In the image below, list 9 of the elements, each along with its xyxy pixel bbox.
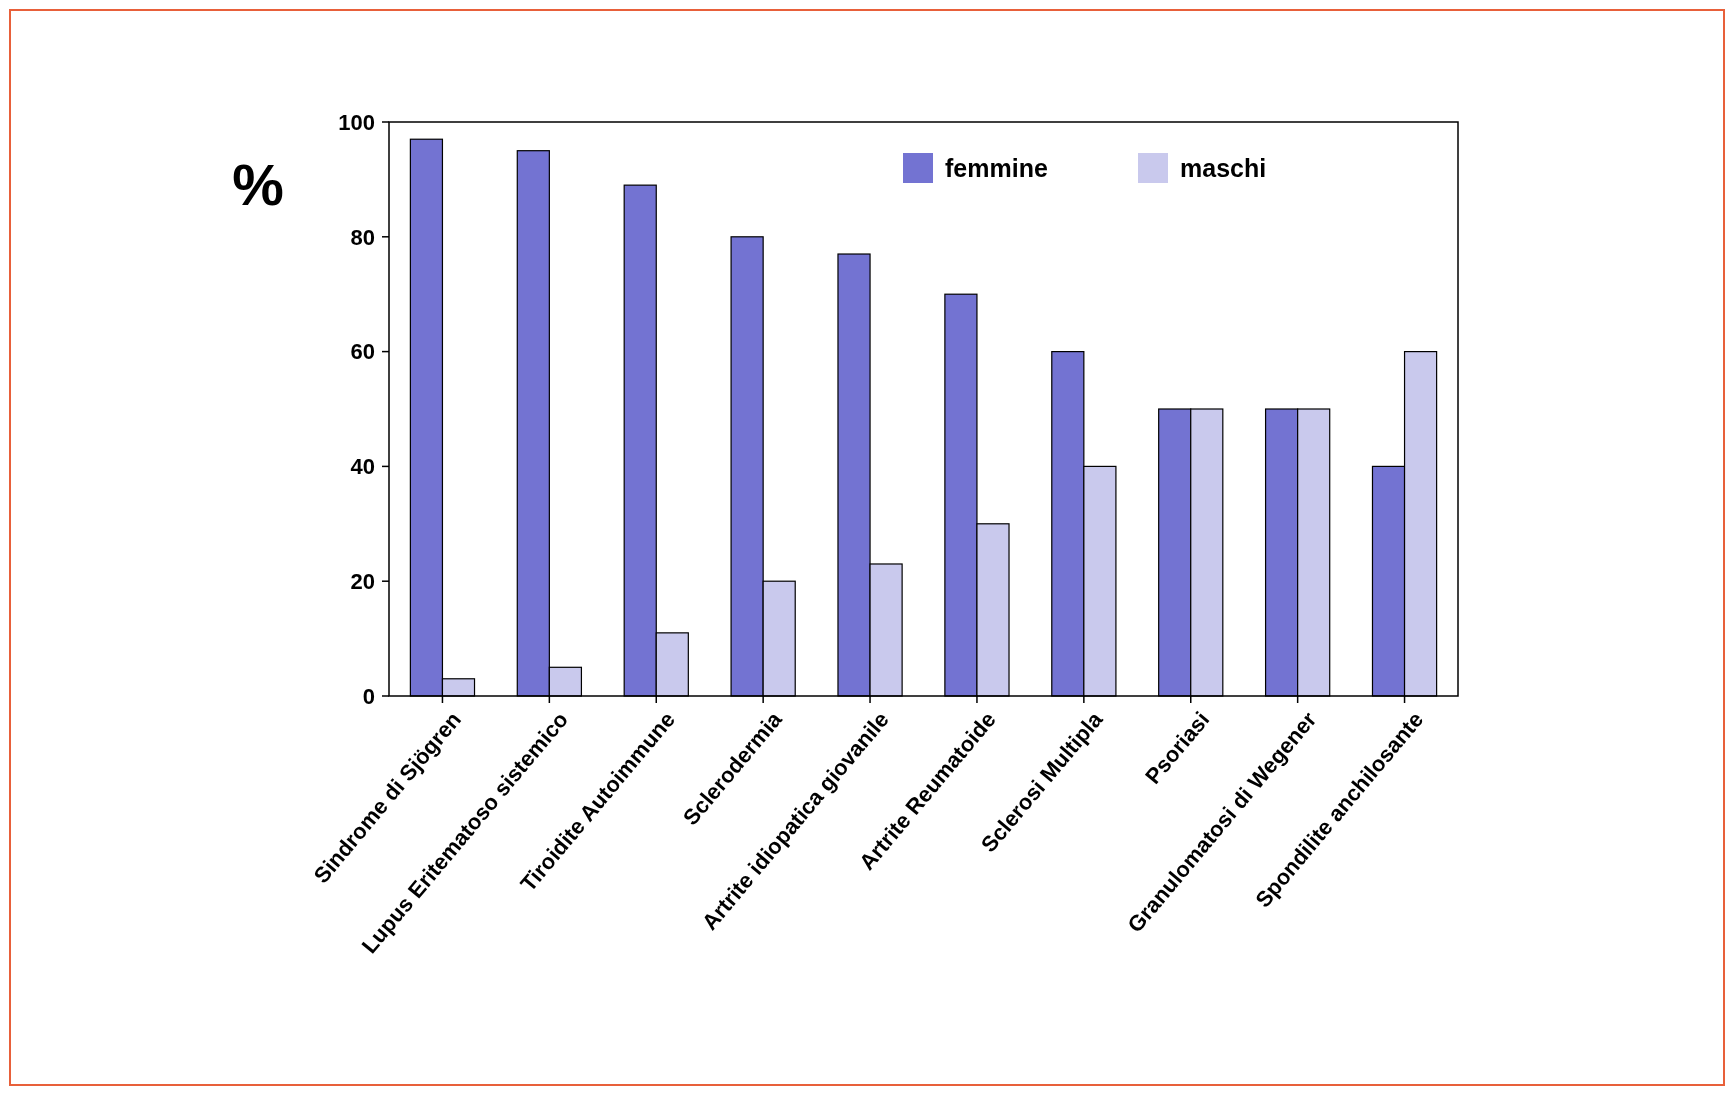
y-tick-label: 40: [350, 454, 375, 480]
y-tick-label: 0: [362, 683, 375, 709]
legend-label: femmine: [945, 153, 1048, 182]
y-tick-label: 100: [338, 109, 375, 135]
legend-label: maschi: [1180, 153, 1267, 182]
y-tick-label: 80: [350, 224, 375, 250]
y-axis-title: %: [232, 152, 284, 218]
y-tick-label: 60: [350, 339, 375, 365]
y-tick-label: 20: [350, 568, 375, 594]
